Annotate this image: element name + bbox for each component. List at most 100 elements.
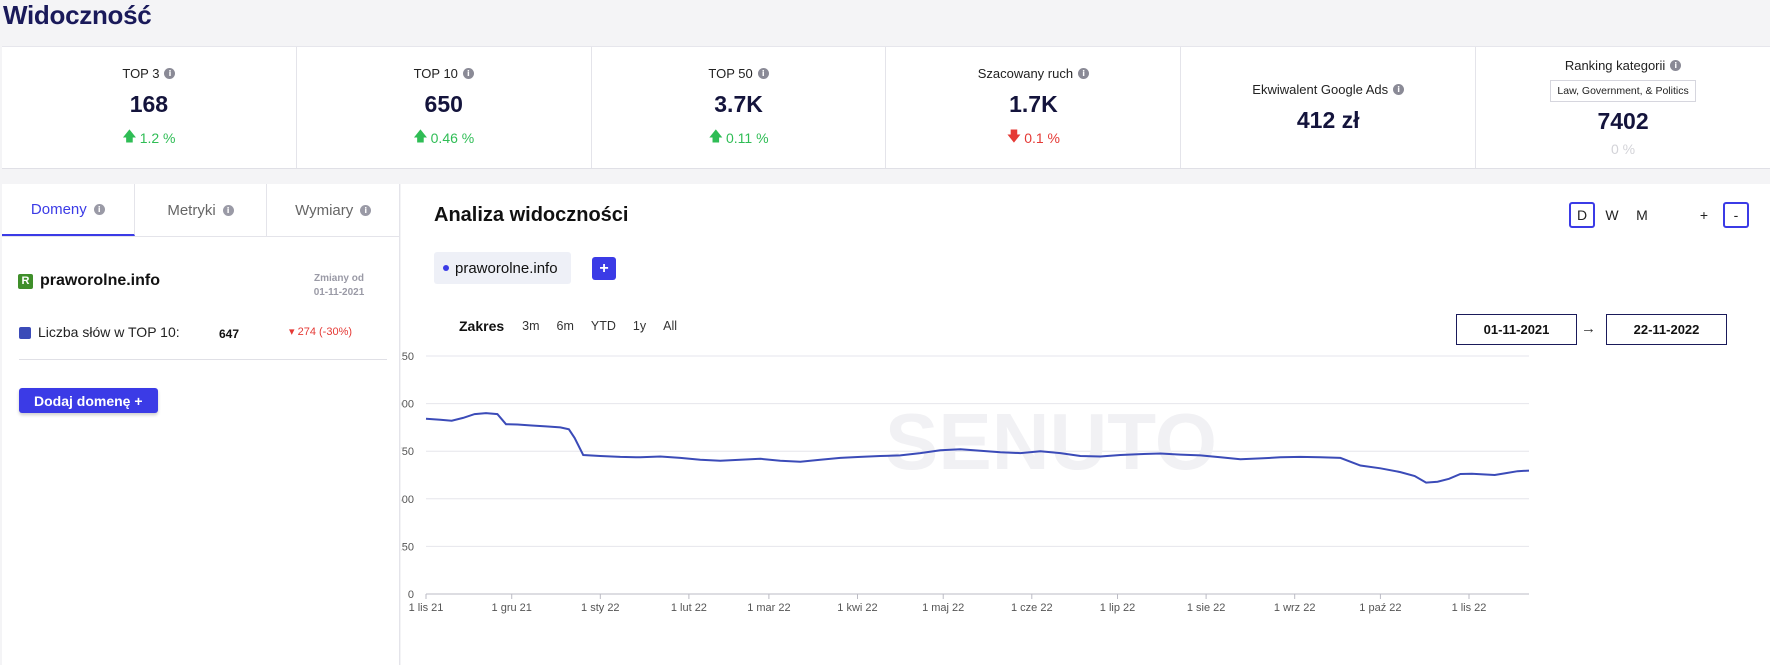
info-icon[interactable]: i bbox=[1670, 60, 1682, 71]
y-tick-label: 750 bbox=[401, 446, 414, 458]
x-tick-label: 1 maj 22 bbox=[922, 602, 964, 614]
x-tick-label: 1 kwi 22 bbox=[837, 602, 877, 614]
changes-since: Zmiany od 01-11-2021 bbox=[313, 273, 365, 298]
tabs: Domeny i Metryki i Wymiary i bbox=[2, 184, 399, 237]
stat-top10: TOP 10 i 650 🡅 0.46 % bbox=[297, 47, 592, 168]
stat-value: 168 bbox=[129, 90, 169, 117]
info-icon[interactable]: i bbox=[462, 67, 474, 79]
x-tick-label: 1 cze 22 bbox=[1011, 602, 1053, 614]
zoom-out-button[interactable]: - bbox=[1723, 202, 1749, 228]
arrow-up-icon: 🡅 bbox=[413, 127, 428, 144]
x-tick-label: 1 gru 21 bbox=[492, 602, 532, 614]
caret-down-icon: ▾ bbox=[289, 326, 295, 338]
stat-change: 🡅 0.11 % bbox=[709, 126, 769, 150]
date-arrow: → bbox=[1581, 320, 1596, 337]
x-tick-label: 1 sty 22 bbox=[581, 602, 620, 614]
stat-label: Ekwiwalent Google Ads bbox=[1252, 81, 1389, 97]
stat-change: 🡅 0.46 % bbox=[413, 126, 474, 150]
y-tick-label: 0 bbox=[408, 589, 414, 601]
left-panel: Domeny i Metryki i Wymiary i R praworolne.i… bbox=[2, 184, 400, 665]
stat-value: 650 bbox=[424, 90, 463, 117]
stat-change: 0 % bbox=[1610, 141, 1636, 157]
info-icon[interactable]: i bbox=[757, 67, 769, 79]
x-tick-label: 1 wrz 22 bbox=[1274, 602, 1316, 614]
stat-change: 🡅 1.2 % bbox=[122, 126, 175, 150]
series-dot-icon bbox=[443, 265, 449, 271]
tab-metryki[interactable]: Metryki i bbox=[135, 184, 268, 236]
add-comparison-button[interactable]: + bbox=[592, 257, 616, 280]
stat-value: 1.7K bbox=[1009, 90, 1058, 117]
chart-title: Analiza widoczności bbox=[434, 204, 629, 226]
x-tick-label: 1 paź 22 bbox=[1359, 602, 1401, 614]
stat-top3: TOP 3 i 168 🡅 1.2 % bbox=[2, 47, 297, 168]
info-icon[interactable]: i bbox=[1393, 83, 1405, 95]
range-selector: Zakres 3m 6m YTD 1y All bbox=[459, 318, 694, 334]
x-tick-label: 1 mar 22 bbox=[747, 602, 790, 614]
arrow-up-icon: 🡅 bbox=[122, 127, 137, 144]
stat-change: 🡇 0.1 % bbox=[1007, 126, 1060, 150]
stat-top50: TOP 50 i 3.7K 🡅 0.11 % bbox=[592, 47, 887, 168]
zoom-in-button[interactable]: + bbox=[1691, 202, 1717, 228]
y-tick-label: 500 bbox=[401, 494, 414, 506]
stats-bar: TOP 3 i 168 🡅 1.2 % TOP 10 i 650 🡅 0.46 % TO… bbox=[2, 46, 1770, 169]
stat-label: TOP 50 bbox=[708, 65, 753, 81]
tab-domeny[interactable]: Domeny i bbox=[2, 184, 135, 236]
visibility-chart: SENUTO 0 250 500 750 1000 1250 1 lis 21 1 gru … bbox=[401, 351, 1530, 614]
domain-logo-icon: R bbox=[18, 273, 33, 289]
stat-label: Ranking kategorii bbox=[1564, 58, 1666, 73]
chart-watermark: SENUTO bbox=[885, 397, 1217, 486]
chart-grid bbox=[426, 355, 1529, 595]
stat-traffic: Szacowany ruch i 1.7K 🡇 0.1 % bbox=[886, 47, 1182, 168]
domain-row: R praworolne.info bbox=[18, 272, 160, 290]
granularity-selector: D W M bbox=[1569, 202, 1655, 228]
stat-value: 7402 bbox=[1597, 108, 1649, 134]
domain-name[interactable]: praworolne.info bbox=[40, 272, 160, 289]
series-line bbox=[425, 412, 1530, 484]
range-label: Zakres bbox=[459, 318, 505, 334]
metric-value: 647 bbox=[219, 327, 240, 341]
domain-chip[interactable]: praworolne.info bbox=[434, 252, 571, 284]
x-tick-label: 1 lis 22 bbox=[1452, 602, 1487, 614]
category-tag: Law, Government, & Politics bbox=[1550, 80, 1696, 102]
info-icon[interactable]: i bbox=[360, 204, 372, 216]
x-tick-label: 1 sie 22 bbox=[1187, 602, 1226, 614]
info-icon[interactable]: i bbox=[93, 203, 105, 215]
x-axis: 1 lis 21 1 gru 21 1 sty 22 1 lut 22 1 mar 22… bbox=[409, 594, 1487, 614]
y-tick-label: 1250 bbox=[401, 351, 414, 363]
stat-label: TOP 10 bbox=[413, 65, 458, 81]
stat-google-ads: Ekwiwalent Google Ads i 412 zł bbox=[1181, 47, 1477, 168]
x-tick-label: 1 lut 22 bbox=[671, 602, 707, 614]
granularity-day-button[interactable]: D bbox=[1569, 202, 1595, 228]
tab-wymiary[interactable]: Wymiary i bbox=[267, 184, 399, 236]
metric-change: ▾ 274 (-30%) bbox=[289, 326, 353, 338]
range-all-button[interactable]: All bbox=[663, 319, 678, 333]
metric-label: Liczba słów w TOP 10: bbox=[38, 324, 180, 340]
date-to-input[interactable]: 22-11-2022 bbox=[1606, 314, 1727, 345]
metric-row: Liczba słów w TOP 10: 647 ▾ 274 (-30%) bbox=[19, 324, 387, 360]
info-icon[interactable]: i bbox=[1078, 67, 1090, 79]
info-icon[interactable]: i bbox=[164, 67, 176, 79]
add-domain-button[interactable]: Dodaj domenę + bbox=[19, 388, 158, 413]
y-tick-label: 1000 bbox=[401, 399, 414, 411]
arrow-down-icon: 🡇 bbox=[1006, 127, 1022, 144]
granularity-month-button[interactable]: M bbox=[1629, 202, 1655, 228]
x-tick-label: 1 lis 21 bbox=[409, 602, 444, 614]
stat-category-rank: Ranking kategorii i Law, Government, & Po… bbox=[1476, 47, 1770, 168]
stat-value: 412 zł bbox=[1296, 106, 1360, 133]
range-3m-button[interactable]: 3m bbox=[522, 319, 540, 333]
stat-value: 3.7K bbox=[714, 90, 763, 117]
range-1y-button[interactable]: 1y bbox=[632, 319, 647, 333]
info-icon[interactable]: i bbox=[222, 204, 234, 216]
range-ytd-button[interactable]: YTD bbox=[590, 319, 616, 333]
range-6m-button[interactable]: 6m bbox=[556, 319, 574, 333]
y-tick-label: 250 bbox=[401, 541, 414, 553]
x-tick-label: 1 lip 22 bbox=[1100, 602, 1135, 614]
arrow-up-icon: 🡅 bbox=[708, 127, 723, 144]
zoom-controls: + - bbox=[1691, 202, 1749, 228]
right-panel: Analiza widoczności D W M + - praworolne… bbox=[401, 184, 1770, 665]
stat-label: TOP 3 bbox=[122, 65, 160, 81]
granularity-week-button[interactable]: W bbox=[1599, 202, 1625, 228]
series-color-swatch[interactable] bbox=[19, 327, 31, 339]
date-from-input[interactable]: 01-11-2021 bbox=[1456, 314, 1577, 345]
stat-label: Szacowany ruch bbox=[977, 65, 1074, 81]
